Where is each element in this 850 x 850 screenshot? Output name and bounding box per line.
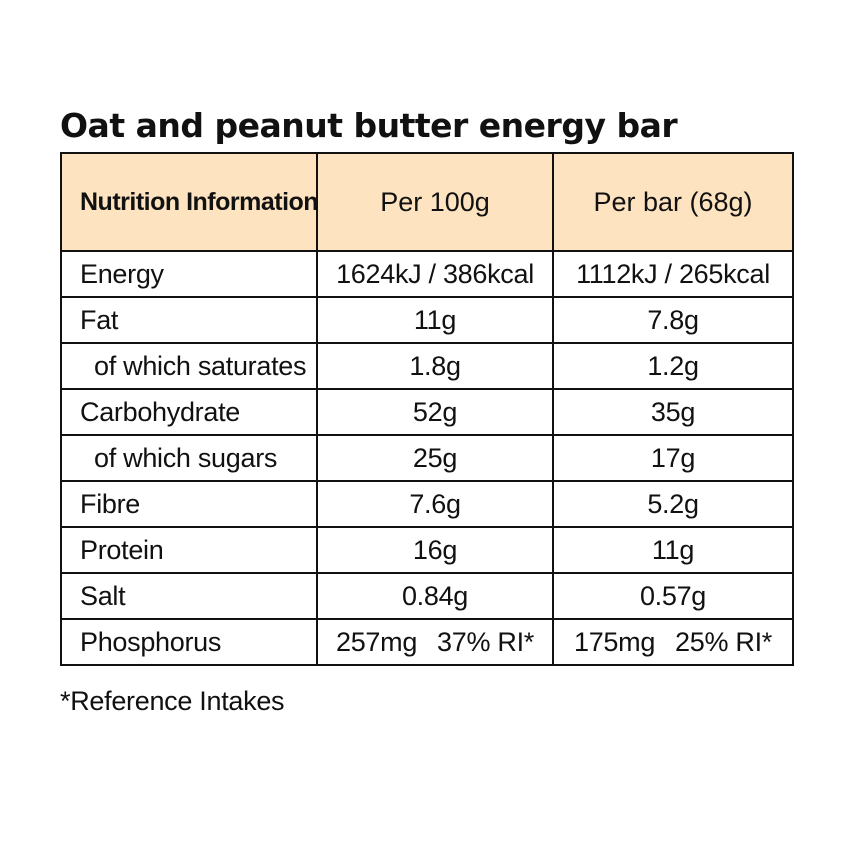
per-bar-value: 11g	[552, 526, 794, 574]
row-label: Phosphorus	[60, 618, 318, 666]
table-row-energy: Energy 1624kJ / 386kcal 1112kJ / 265kcal	[60, 250, 794, 298]
row-label: Carbohydrate	[60, 388, 318, 436]
per-100g-value: 16g	[316, 526, 554, 574]
per-100g-value: 1624kJ / 386kcal	[316, 250, 554, 298]
table-header-row: Nutrition Information Per 100g Per bar (…	[60, 152, 794, 252]
per-100g-value: 257mg 37% RI*	[316, 618, 554, 666]
per-100g-value: 0.84g	[316, 572, 554, 620]
header-nutrition-information: Nutrition Information	[60, 152, 318, 252]
per-100g-amount: 257mg	[335, 626, 418, 657]
table-row-sugars: of which sugars 25g 17g	[60, 434, 794, 482]
reference-intakes-footnote: *Reference Intakes	[60, 686, 285, 716]
per-bar-ri: 25% RI*	[675, 626, 772, 657]
per-bar-value: 5.2g	[552, 480, 794, 528]
row-label: Protein	[60, 526, 318, 574]
per-bar-amount: 175mg	[573, 626, 656, 657]
per-bar-value: 175mg 25% RI*	[552, 618, 794, 666]
header-per-100g: Per 100g	[316, 152, 554, 252]
per-100g-ri: 37% RI*	[437, 626, 534, 657]
table-row-salt: Salt 0.84g 0.57g	[60, 572, 794, 620]
per-100g-value: 1.8g	[316, 342, 554, 390]
per-bar-value: 0.57g	[552, 572, 794, 620]
per-100g-value: 52g	[316, 388, 554, 436]
table-row-fat: Fat 11g 7.8g	[60, 296, 794, 344]
row-label: Salt	[60, 572, 318, 620]
per-bar-value: 1.2g	[552, 342, 794, 390]
per-100g-value: 7.6g	[316, 480, 554, 528]
table-row-fibre: Fibre 7.6g 5.2g	[60, 480, 794, 528]
row-label: Fibre	[60, 480, 318, 528]
header-per-bar: Per bar (68g)	[552, 152, 794, 252]
per-100g-value: 11g	[316, 296, 554, 344]
per-bar-value: 1112kJ / 265kcal	[552, 250, 794, 298]
product-title: Oat and peanut butter energy bar	[60, 106, 678, 145]
table-row-phosphorus: Phosphorus 257mg 37% RI* 175mg 25% RI*	[60, 618, 794, 666]
table-row-carbohydrate: Carbohydrate 52g 35g	[60, 388, 794, 436]
row-label: Fat	[60, 296, 318, 344]
per-bar-value: 17g	[552, 434, 794, 482]
per-bar-value: 35g	[552, 388, 794, 436]
per-100g-value: 25g	[316, 434, 554, 482]
row-label: Energy	[60, 250, 318, 298]
nutrition-table: Nutrition Information Per 100g Per bar (…	[60, 152, 794, 666]
per-bar-value: 7.8g	[552, 296, 794, 344]
table-row-saturates: of which saturates 1.8g 1.2g	[60, 342, 794, 390]
table-row-protein: Protein 16g 11g	[60, 526, 794, 574]
row-label: of which sugars	[60, 434, 318, 482]
row-label: of which saturates	[60, 342, 318, 390]
